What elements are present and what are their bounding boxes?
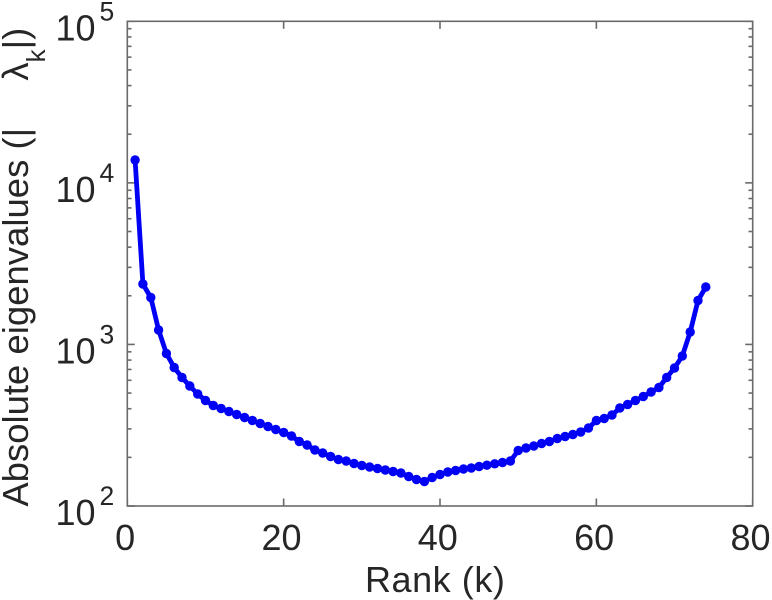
svg-text:60: 60 — [574, 517, 614, 558]
svg-text:40: 40 — [418, 517, 458, 558]
svg-text:10: 10 — [55, 169, 95, 210]
svg-text:2: 2 — [100, 481, 115, 511]
svg-text:Rank (k): Rank (k) — [365, 559, 505, 600]
svg-text:80: 80 — [730, 517, 770, 558]
svg-text:10: 10 — [55, 492, 95, 533]
svg-text:10: 10 — [55, 7, 95, 48]
svg-text:4: 4 — [100, 158, 115, 188]
svg-text:3: 3 — [100, 320, 115, 350]
svg-text:20: 20 — [261, 517, 301, 558]
svg-text:0: 0 — [115, 517, 135, 558]
svg-text:10: 10 — [55, 330, 95, 371]
svg-text:5: 5 — [100, 0, 115, 27]
